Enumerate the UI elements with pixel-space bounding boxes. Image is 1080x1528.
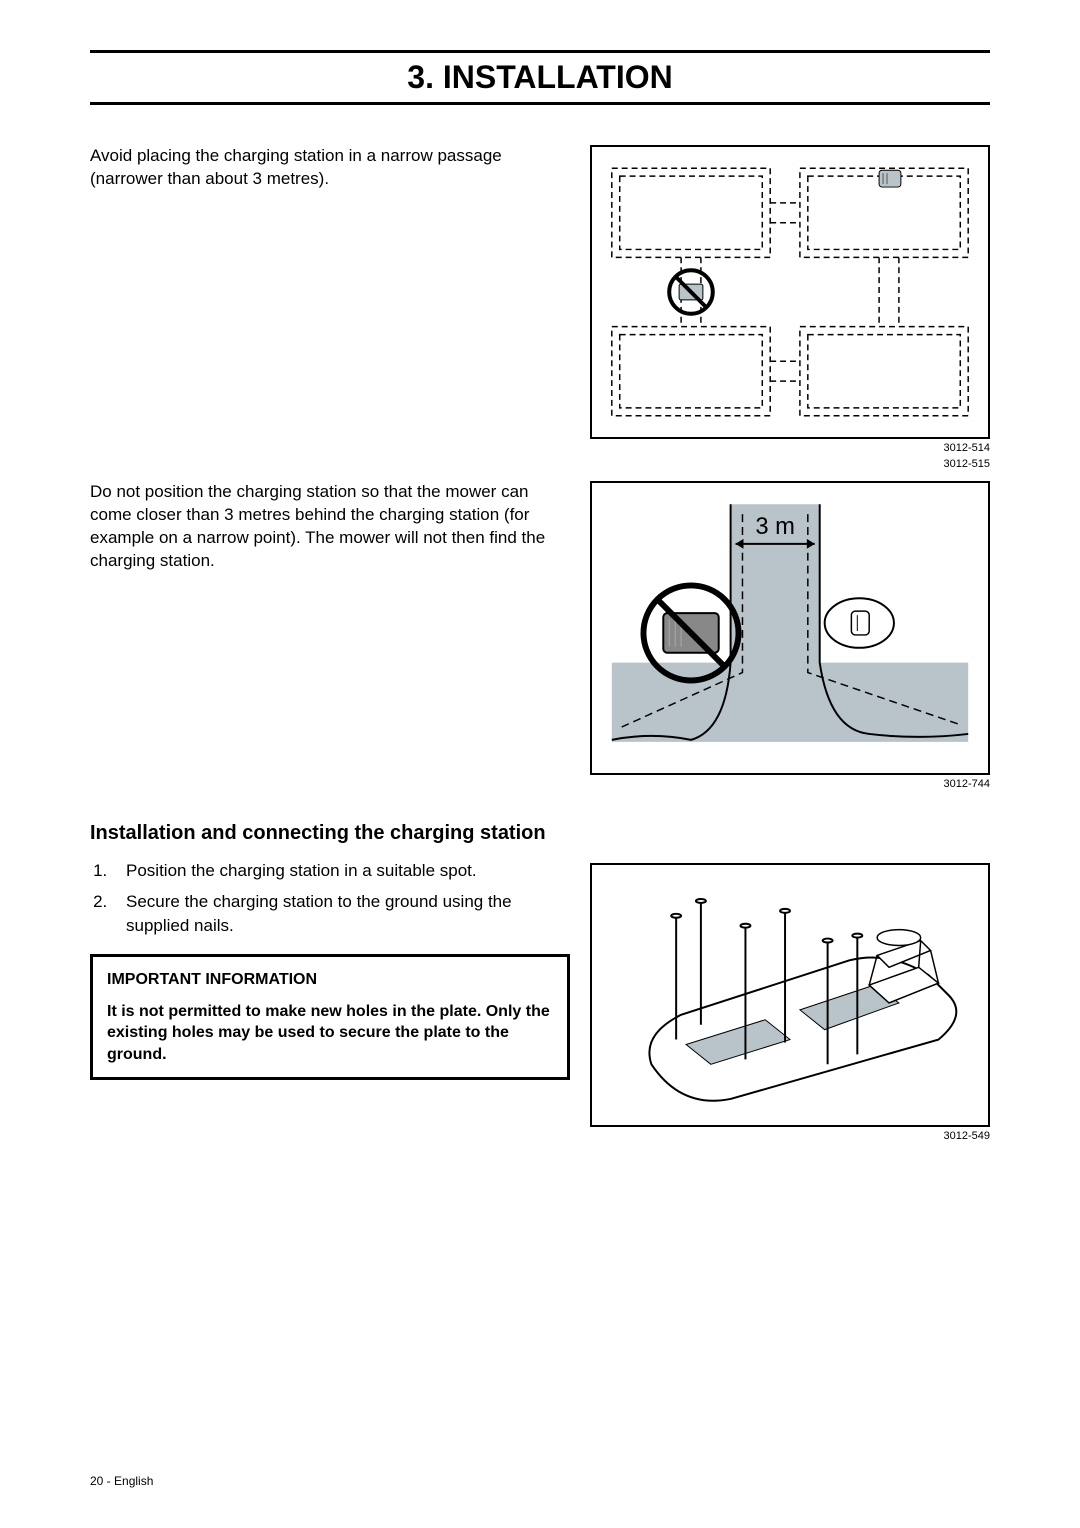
mower-icon [825, 599, 894, 649]
paragraph-3m-clearance: Do not position the charging station so … [90, 481, 570, 573]
figure-id-2: 3012-744 [590, 778, 990, 791]
chapter-title: 3. INSTALLATION [90, 50, 990, 105]
figure-id-1b: 3012-515 [590, 458, 990, 471]
figure-3m-diagram: 3 m [590, 481, 990, 775]
block-install-connect: Position the charging station in a suita… [90, 859, 990, 1143]
dimension-label: 3 m [755, 513, 795, 540]
install-steps: Position the charging station in a suita… [90, 859, 570, 938]
info-box-body: It is not permitted to make new holes in… [107, 1001, 553, 1066]
step-2: Secure the charging station to the groun… [112, 890, 570, 938]
important-info-box: IMPORTANT INFORMATION It is not permitte… [90, 954, 570, 1080]
info-box-title: IMPORTANT INFORMATION [107, 969, 553, 991]
figure-id-1a: 3012-514 [590, 442, 990, 455]
block-3m-clearance: Do not position the charging station so … [90, 481, 990, 791]
section-heading: Installation and connecting the charging… [90, 822, 990, 845]
step-1: Position the charging station in a suita… [112, 859, 570, 883]
page-footer: 20 - English [90, 1474, 153, 1488]
figure-layout-diagram [590, 145, 990, 439]
prohibition-icon [669, 270, 713, 314]
paragraph-narrow-passage: Avoid placing the charging station in a … [90, 145, 570, 191]
figure-nailing-diagram [590, 863, 990, 1127]
block-narrow-passage: Avoid placing the charging station in a … [90, 145, 990, 471]
figure-id-3: 3012-549 [590, 1130, 990, 1143]
mower-icon [879, 170, 901, 187]
